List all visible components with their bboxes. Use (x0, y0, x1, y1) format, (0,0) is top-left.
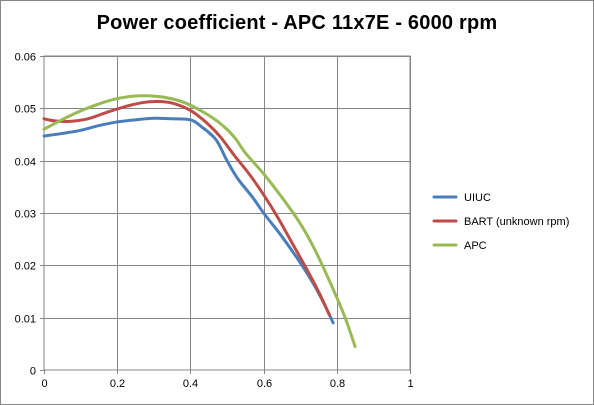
series-line-0 (42, 116, 335, 325)
y-tick-label: 0.05 (15, 104, 36, 116)
series-layer (42, 94, 357, 348)
legend-label-0: UIUC (464, 192, 491, 204)
x-tick-label: 0 (41, 378, 47, 390)
x-tick-label: 0.6 (257, 378, 272, 390)
x-tick-label: 1 (407, 378, 413, 390)
y-tick-label: 0.06 (15, 52, 36, 64)
y-tick-label: 0.03 (15, 209, 36, 221)
y-tick-label: 0.01 (15, 314, 36, 326)
y-tick-label: 0.04 (15, 157, 36, 169)
legend-label-1: BART (unknown rpm) (464, 216, 569, 228)
axes-layer: 0 0.01 0.02 0.03 0.04 0.05 0.06 0 0.2 0.4 0.6 0.8 1 (15, 52, 414, 391)
series-line-2 (42, 94, 357, 348)
series-line-1 (42, 100, 331, 317)
x-tick-label: 0.8 (330, 378, 345, 390)
legend: UIUC BART (unknown rpm) APC (432, 192, 569, 252)
y-tick-label: 0.02 (15, 261, 36, 273)
chart-title: Power coefficient - APC 11x7E - 6000 rpm (96, 12, 498, 34)
y-tick-label: 0 (30, 366, 36, 378)
x-tick-label: 0.4 (183, 378, 198, 390)
legend-label-2: APC (464, 240, 487, 252)
x-tick-label: 0.2 (110, 378, 125, 390)
